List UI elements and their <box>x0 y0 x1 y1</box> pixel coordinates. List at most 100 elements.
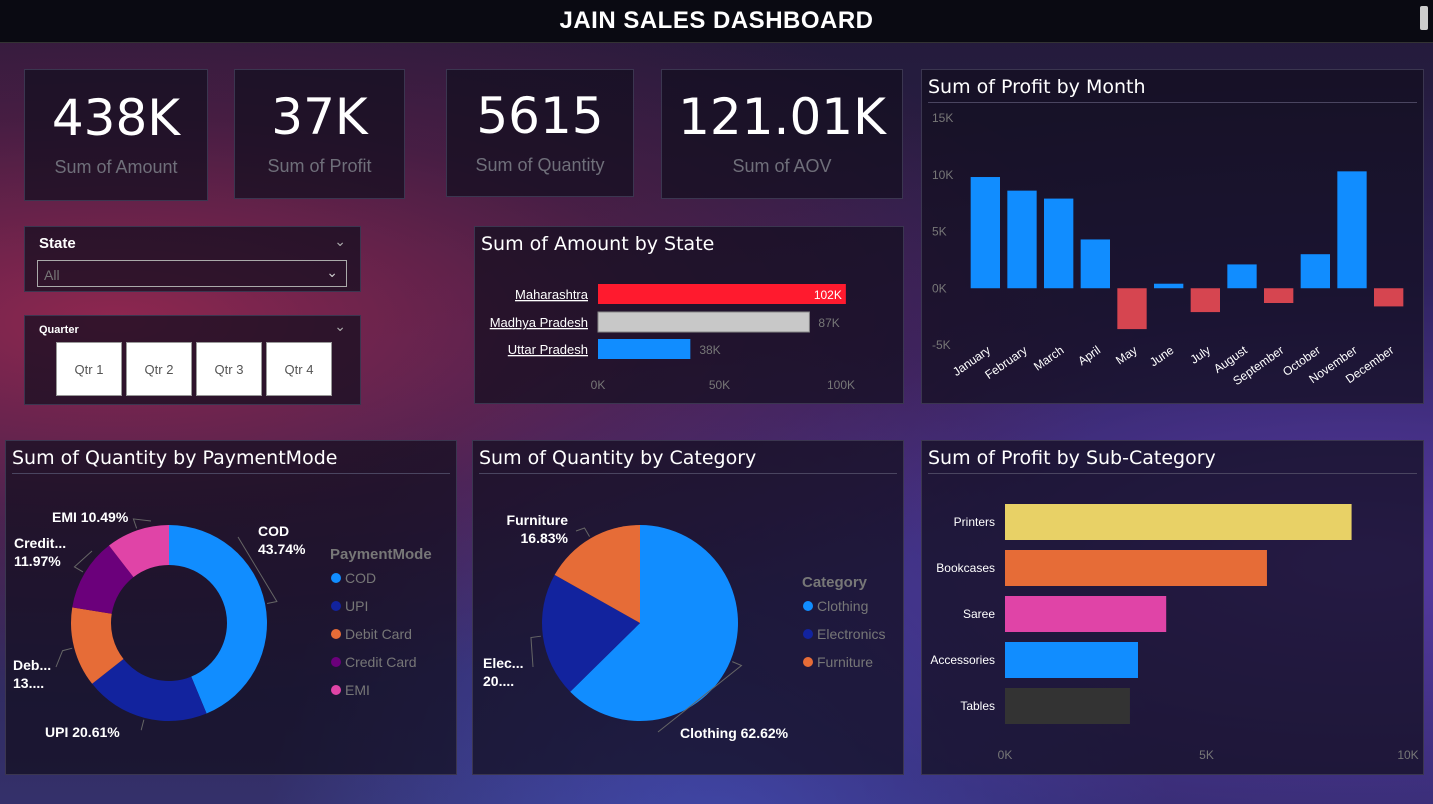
month-bar <box>1007 190 1037 289</box>
data-label: 43.74% <box>258 541 306 557</box>
leader-line <box>530 635 541 668</box>
chart-title: Sum of Profit by Sub-Category <box>928 447 1216 469</box>
y-tick-label: 5K <box>932 225 947 239</box>
kpi-value: 438K <box>51 88 181 147</box>
data-label: 16.83% <box>521 530 569 546</box>
title-divider <box>928 473 1417 474</box>
dashboard-title: JAIN SALES DASHBOARD <box>559 7 874 34</box>
x-tick-label: 0K <box>591 378 606 392</box>
quarter-slicer[interactable]: Quarter ⌄ Qtr 1 Qtr 2 Qtr 3 Qtr 4 <box>24 315 361 405</box>
legend-label: EMI <box>345 682 370 698</box>
y-tick-label: 0K <box>932 281 947 295</box>
payment-donut-chart: COD 43.74% UPI 20.61% Deb... 13.... Credit...… <box>13 509 432 740</box>
data-label: Furniture <box>507 512 569 528</box>
month-bar <box>970 177 1000 289</box>
state-dropdown[interactable]: All ⌄ <box>37 260 347 287</box>
legend-marker <box>331 629 341 639</box>
chevron-down-icon[interactable]: ⌄ <box>334 233 346 249</box>
subcategory-label: Accessories <box>930 653 995 667</box>
pie-slice <box>169 525 267 714</box>
kpi-card-aov[interactable]: 121.01K Sum of AOV <box>661 69 903 199</box>
kpi-card-profit[interactable]: 37K Sum of Profit <box>234 69 405 199</box>
x-tick-label: May <box>1113 343 1140 367</box>
chart-title: Sum of Profit by Month <box>928 76 1146 98</box>
state-label: Maharashtra <box>515 287 589 302</box>
x-tick-label: 100K <box>827 378 855 392</box>
title-divider <box>479 473 897 474</box>
state-value-label: 102K <box>814 288 842 302</box>
subcategory-bar <box>1005 642 1138 678</box>
x-tick-label: 5K <box>1199 748 1214 762</box>
data-label: Clothing 62.62% <box>680 725 789 741</box>
month-bar <box>1154 283 1184 289</box>
chart-profit-by-month[interactable]: Sum of Profit by Month 15K 10K 5K 0K -5K Janu… <box>921 69 1424 404</box>
legend-title: PaymentMode <box>330 546 432 563</box>
chart-quantity-by-category[interactable]: Sum of Quantity by Category Clothing 62.… <box>472 440 904 775</box>
state-label: Uttar Pradesh <box>508 342 588 357</box>
leader-line <box>575 527 590 537</box>
subcategory-bar <box>1005 596 1167 632</box>
month-bar <box>1044 198 1074 289</box>
legend-label: Credit Card <box>345 654 417 670</box>
state-value-label: 87K <box>818 316 839 330</box>
legend-marker <box>331 601 341 611</box>
chart-profit-by-subcategory[interactable]: Sum of Profit by Sub-Category Printers Bo… <box>921 440 1424 775</box>
quarter-button-q4[interactable]: Qtr 4 <box>266 342 332 396</box>
kpi-card-quantity[interactable]: 5615 Sum of Quantity <box>446 69 634 197</box>
category-pie-chart: Clothing 62.62% Elec... 20.... Furniture 16.… <box>483 512 885 741</box>
kpi-card-amount[interactable]: 438K Sum of Amount <box>24 69 208 201</box>
pie-slice <box>570 525 738 721</box>
x-tick-label: March <box>1031 343 1066 374</box>
state-slicer[interactable]: State ⌄ All ⌄ <box>24 226 361 292</box>
scrollbar-thumb[interactable] <box>1420 6 1428 30</box>
state-bar-chart: Maharashtra 102K Madhya Pradesh 87K Uttar Pr… <box>490 284 855 392</box>
leader-line <box>55 647 73 668</box>
data-label: Deb... <box>13 657 51 673</box>
subcategory-bar <box>1005 550 1267 586</box>
subcategory-label: Saree <box>963 607 995 621</box>
data-label: Credit... <box>14 535 66 551</box>
legend-label: UPI <box>345 598 368 614</box>
pie-slice <box>542 574 640 692</box>
state-label: Madhya Pradesh <box>490 315 588 330</box>
subcategory-label: Bookcases <box>936 561 995 575</box>
kpi-label: Sum of AOV <box>732 155 832 176</box>
legend-title: Category <box>802 574 868 591</box>
legend-label: COD <box>345 570 376 586</box>
x-tick-label: April <box>1075 343 1103 368</box>
legend-marker <box>803 657 813 667</box>
title-divider <box>928 102 1417 103</box>
state-bar <box>597 311 810 333</box>
state-bar <box>598 284 846 304</box>
chart-quantity-by-paymentmode[interactable]: Sum of Quantity by PaymentMode COD 43.74%… <box>5 440 457 775</box>
month-bar <box>1374 288 1404 307</box>
state-value-label: 38K <box>699 343 720 357</box>
subcategory-label: Tables <box>960 699 995 713</box>
month-bar <box>1190 288 1220 313</box>
chart-title: Sum of Quantity by PaymentMode <box>12 447 338 469</box>
pie-slice <box>72 545 134 614</box>
quarter-button-q2[interactable]: Qtr 2 <box>126 342 192 396</box>
subcategory-label: Printers <box>954 515 995 529</box>
chevron-down-icon[interactable]: ⌄ <box>334 318 346 334</box>
y-tick-label: -5K <box>932 338 951 352</box>
leader-line <box>237 536 278 604</box>
x-tick-label: February <box>982 343 1029 382</box>
chart-amount-by-state[interactable]: Sum of Amount by State Maharashtra 102K Ma… <box>474 226 904 404</box>
chart-title: Sum of Amount by State <box>481 233 715 255</box>
pie-slice <box>92 658 207 721</box>
y-tick-label: 15K <box>932 111 953 125</box>
x-tick-label: 0K <box>998 748 1013 762</box>
month-bar <box>1227 264 1257 289</box>
y-tick-label: 10K <box>932 168 953 182</box>
leader-line <box>657 661 743 733</box>
leader-line <box>73 550 93 573</box>
leader-line <box>140 719 145 731</box>
quarter-button-q3[interactable]: Qtr 3 <box>196 342 262 396</box>
x-tick-label: 10K <box>1397 748 1418 762</box>
subcategory-bar <box>1005 688 1130 724</box>
data-label: UPI 20.61% <box>45 724 120 740</box>
quarter-button-q1[interactable]: Qtr 1 <box>56 342 122 396</box>
x-tick-label: July <box>1188 343 1214 367</box>
data-label: COD <box>258 523 289 539</box>
